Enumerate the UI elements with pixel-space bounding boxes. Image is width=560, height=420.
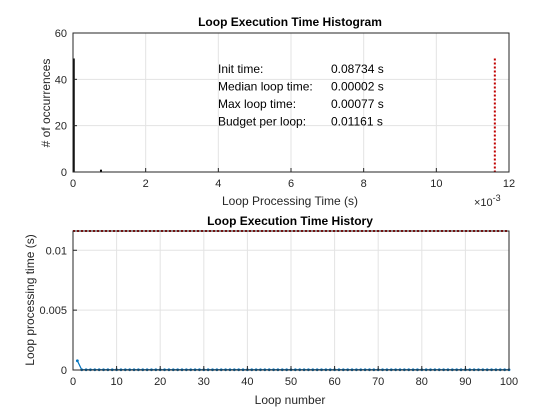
histogram-y-tick-label: 0: [61, 167, 67, 179]
histogram-x-label: Loop Processing Time (s): [222, 194, 358, 208]
history-marks: [73, 230, 511, 372]
history-y-ticks: 0 0.005 0.01: [39, 245, 77, 377]
history-y-tick-label: 0: [61, 365, 67, 377]
histogram-annotation-block: Init time: 0.08734 s Median loop time: 0.00…: [218, 62, 384, 129]
history-grid: [73, 231, 509, 370]
annotation-label: Init time:: [218, 62, 263, 76]
history-x-tick-label: 20: [154, 376, 166, 388]
history-x-tick-label: 40: [241, 376, 253, 388]
history-x-tick-label: 0: [70, 376, 76, 388]
histogram-bar: [72, 58, 75, 172]
history-y-tick-label: 0.01: [46, 245, 67, 257]
history-x-label: Loop number: [255, 393, 326, 407]
history-x-tick-label: 100: [500, 376, 518, 388]
histogram-x-tick-label: 0: [70, 178, 76, 190]
histogram-x-tick-label: 4: [215, 178, 221, 190]
histogram-x-tick-label: 2: [143, 178, 149, 190]
histogram-x-tick-label: 12: [503, 178, 515, 190]
histogram-y-tick-label: 20: [55, 121, 67, 133]
history-x-tick-label: 90: [459, 376, 471, 388]
history-x-tick-label: 30: [198, 376, 210, 388]
history-title: Loop Execution Time History: [207, 214, 373, 228]
annotation-value: 0.01161 s: [331, 115, 383, 129]
history-x-tick-label: 50: [285, 376, 297, 388]
history-x-tick-label: 10: [110, 376, 122, 388]
histogram-y-ticks: 0 20 40 60: [55, 28, 77, 179]
histogram-x-tick-label: 6: [288, 178, 294, 190]
histogram-x-tick-label: 10: [430, 178, 442, 190]
histogram-bar: [99, 169, 102, 172]
annotation-value: 0.08734 s: [331, 62, 384, 76]
annotation-value: 0.00002 s: [331, 80, 384, 94]
history-y-label: Loop processing time (s): [23, 234, 37, 365]
histogram-x-ticks: 0 2 4 6 8 10 12: [70, 168, 515, 190]
annotation-label: Max loop time:: [218, 97, 296, 111]
history-data-point: [75, 359, 79, 363]
history-y-tick-label: 0.005: [39, 305, 67, 317]
histogram-panel: Loop Execution Time Histogram 0 2 4 6 8 10 12 …: [39, 15, 515, 209]
history-series-line: [76, 360, 509, 371]
histogram-x-tick-label: 8: [361, 178, 367, 190]
histogram-x-exponent-base: ×10-3: [474, 193, 501, 209]
histogram-marks: [72, 58, 496, 172]
histogram-y-tick-label: 40: [55, 74, 67, 86]
annotation-label: Budget per loop:: [218, 115, 306, 129]
annotation-value: 0.00077 s: [331, 97, 384, 111]
histogram-y-label: # of occurrences: [39, 59, 53, 148]
history-x-ticks: 0 10 20 30 40 50 60 70 80 90 100: [70, 366, 518, 388]
history-x-tick-label: 80: [416, 376, 428, 388]
histogram-grid: [73, 33, 509, 172]
history-x-tick-label: 70: [372, 376, 384, 388]
history-panel: Loop Execution Time History 0 10 20 30 40 50 6…: [23, 214, 518, 407]
annotation-label: Median loop time:: [218, 80, 313, 94]
history-x-tick-label: 60: [328, 376, 340, 388]
histogram-y-tick-label: 60: [55, 28, 67, 40]
histogram-title: Loop Execution Time Histogram: [198, 15, 382, 29]
